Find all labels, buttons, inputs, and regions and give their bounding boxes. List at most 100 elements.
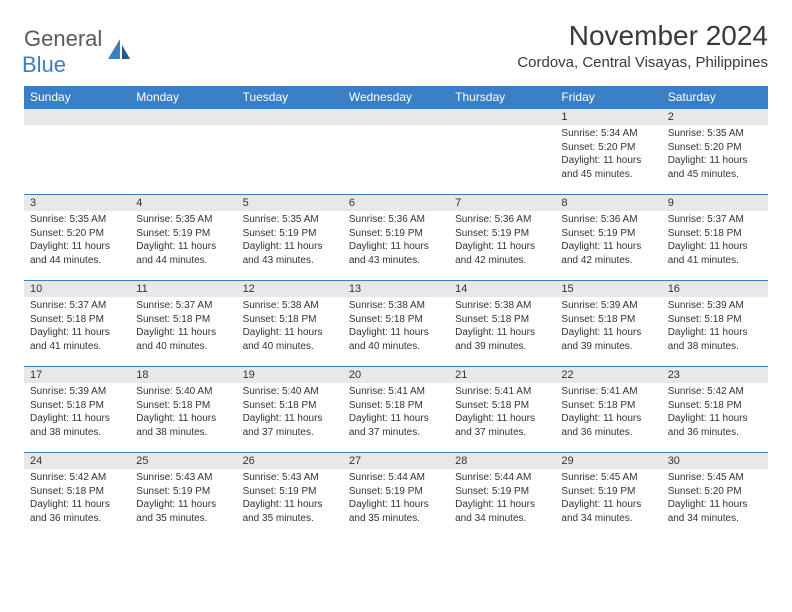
sunset-text: Sunset: 5:18 PM xyxy=(136,399,230,413)
daylight-text: Daylight: 11 hours and 40 minutes. xyxy=(349,326,443,353)
calendar-day-cell: 23Sunrise: 5:42 AMSunset: 5:18 PMDayligh… xyxy=(662,367,768,453)
sunset-text: Sunset: 5:19 PM xyxy=(243,485,337,499)
calendar-header-row: SundayMondayTuesdayWednesdayThursdayFrid… xyxy=(24,86,768,109)
daylight-text: Daylight: 11 hours and 35 minutes. xyxy=(136,498,230,525)
sunset-text: Sunset: 5:19 PM xyxy=(561,485,655,499)
day-number: 2 xyxy=(662,109,768,125)
calendar-day-cell: 21Sunrise: 5:41 AMSunset: 5:18 PMDayligh… xyxy=(449,367,555,453)
month-title: November 2024 xyxy=(517,20,768,52)
sunrise-text: Sunrise: 5:44 AM xyxy=(455,471,549,485)
calendar-week-row: 1Sunrise: 5:34 AMSunset: 5:20 PMDaylight… xyxy=(24,109,768,195)
day-info: Sunrise: 5:42 AMSunset: 5:18 PMDaylight:… xyxy=(662,383,768,443)
calendar-day-cell: 14Sunrise: 5:38 AMSunset: 5:18 PMDayligh… xyxy=(449,281,555,367)
sunrise-text: Sunrise: 5:39 AM xyxy=(30,385,124,399)
calendar-day-cell: 11Sunrise: 5:37 AMSunset: 5:18 PMDayligh… xyxy=(130,281,236,367)
sunset-text: Sunset: 5:19 PM xyxy=(349,485,443,499)
day-info: Sunrise: 5:43 AMSunset: 5:19 PMDaylight:… xyxy=(237,469,343,529)
day-number: 30 xyxy=(662,453,768,469)
daylight-text: Daylight: 11 hours and 37 minutes. xyxy=(349,412,443,439)
day-number: 12 xyxy=(237,281,343,297)
day-number: 29 xyxy=(555,453,661,469)
sunset-text: Sunset: 5:18 PM xyxy=(561,313,655,327)
weekday-header: Sunday xyxy=(24,86,130,109)
calendar-day-cell: 1Sunrise: 5:34 AMSunset: 5:20 PMDaylight… xyxy=(555,109,661,195)
sunset-text: Sunset: 5:19 PM xyxy=(455,485,549,499)
day-number: 9 xyxy=(662,195,768,211)
daylight-text: Daylight: 11 hours and 42 minutes. xyxy=(455,240,549,267)
calendar-week-row: 17Sunrise: 5:39 AMSunset: 5:18 PMDayligh… xyxy=(24,367,768,453)
daylight-text: Daylight: 11 hours and 44 minutes. xyxy=(136,240,230,267)
calendar-day-cell xyxy=(130,109,236,195)
calendar-day-cell: 19Sunrise: 5:40 AMSunset: 5:18 PMDayligh… xyxy=(237,367,343,453)
weekday-header: Wednesday xyxy=(343,86,449,109)
day-number: 22 xyxy=(555,367,661,383)
sunset-text: Sunset: 5:18 PM xyxy=(349,399,443,413)
day-info: Sunrise: 5:42 AMSunset: 5:18 PMDaylight:… xyxy=(24,469,130,529)
calendar-page: General Blue November 2024 Cordova, Cent… xyxy=(0,0,792,549)
day-number: 24 xyxy=(24,453,130,469)
day-info: Sunrise: 5:38 AMSunset: 5:18 PMDaylight:… xyxy=(343,297,449,357)
daylight-text: Daylight: 11 hours and 44 minutes. xyxy=(30,240,124,267)
day-info: Sunrise: 5:34 AMSunset: 5:20 PMDaylight:… xyxy=(555,125,661,185)
sunset-text: Sunset: 5:18 PM xyxy=(243,313,337,327)
sunrise-text: Sunrise: 5:36 AM xyxy=(349,213,443,227)
calendar-day-cell: 10Sunrise: 5:37 AMSunset: 5:18 PMDayligh… xyxy=(24,281,130,367)
sunset-text: Sunset: 5:18 PM xyxy=(136,313,230,327)
day-number: 14 xyxy=(449,281,555,297)
calendar-day-cell: 9Sunrise: 5:37 AMSunset: 5:18 PMDaylight… xyxy=(662,195,768,281)
sunrise-text: Sunrise: 5:35 AM xyxy=(30,213,124,227)
day-info: Sunrise: 5:45 AMSunset: 5:19 PMDaylight:… xyxy=(555,469,661,529)
calendar-day-cell: 26Sunrise: 5:43 AMSunset: 5:19 PMDayligh… xyxy=(237,453,343,539)
daylight-text: Daylight: 11 hours and 43 minutes. xyxy=(349,240,443,267)
sunrise-text: Sunrise: 5:37 AM xyxy=(136,299,230,313)
calendar-day-cell: 30Sunrise: 5:45 AMSunset: 5:20 PMDayligh… xyxy=(662,453,768,539)
day-number-empty xyxy=(237,109,343,125)
sunset-text: Sunset: 5:18 PM xyxy=(668,227,762,241)
day-number: 6 xyxy=(343,195,449,211)
sunrise-text: Sunrise: 5:39 AM xyxy=(668,299,762,313)
logo-sail-icon xyxy=(106,37,132,68)
sunset-text: Sunset: 5:19 PM xyxy=(243,227,337,241)
daylight-text: Daylight: 11 hours and 41 minutes. xyxy=(30,326,124,353)
day-number: 15 xyxy=(555,281,661,297)
sunrise-text: Sunrise: 5:45 AM xyxy=(668,471,762,485)
calendar-day-cell: 22Sunrise: 5:41 AMSunset: 5:18 PMDayligh… xyxy=(555,367,661,453)
calendar-day-cell: 16Sunrise: 5:39 AMSunset: 5:18 PMDayligh… xyxy=(662,281,768,367)
calendar-table: SundayMondayTuesdayWednesdayThursdayFrid… xyxy=(24,86,768,539)
day-info: Sunrise: 5:41 AMSunset: 5:18 PMDaylight:… xyxy=(343,383,449,443)
day-info: Sunrise: 5:38 AMSunset: 5:18 PMDaylight:… xyxy=(449,297,555,357)
sunset-text: Sunset: 5:20 PM xyxy=(668,485,762,499)
weekday-header: Tuesday xyxy=(237,86,343,109)
calendar-day-cell: 13Sunrise: 5:38 AMSunset: 5:18 PMDayligh… xyxy=(343,281,449,367)
day-number: 18 xyxy=(130,367,236,383)
calendar-day-cell: 17Sunrise: 5:39 AMSunset: 5:18 PMDayligh… xyxy=(24,367,130,453)
day-number: 28 xyxy=(449,453,555,469)
day-number: 4 xyxy=(130,195,236,211)
calendar-body: 1Sunrise: 5:34 AMSunset: 5:20 PMDaylight… xyxy=(24,109,768,539)
logo: General Blue xyxy=(24,26,132,78)
sunrise-text: Sunrise: 5:45 AM xyxy=(561,471,655,485)
logo-text-block: General Blue xyxy=(24,26,102,78)
calendar-day-cell: 6Sunrise: 5:36 AMSunset: 5:19 PMDaylight… xyxy=(343,195,449,281)
sunrise-text: Sunrise: 5:43 AM xyxy=(136,471,230,485)
sunrise-text: Sunrise: 5:35 AM xyxy=(136,213,230,227)
calendar-day-cell: 2Sunrise: 5:35 AMSunset: 5:20 PMDaylight… xyxy=(662,109,768,195)
sunrise-text: Sunrise: 5:38 AM xyxy=(455,299,549,313)
sunset-text: Sunset: 5:18 PM xyxy=(243,399,337,413)
sunset-text: Sunset: 5:19 PM xyxy=(455,227,549,241)
daylight-text: Daylight: 11 hours and 39 minutes. xyxy=(561,326,655,353)
day-info: Sunrise: 5:35 AMSunset: 5:20 PMDaylight:… xyxy=(662,125,768,185)
sunrise-text: Sunrise: 5:37 AM xyxy=(30,299,124,313)
sunrise-text: Sunrise: 5:40 AM xyxy=(243,385,337,399)
calendar-day-cell xyxy=(449,109,555,195)
sunrise-text: Sunrise: 5:35 AM xyxy=(243,213,337,227)
calendar-week-row: 3Sunrise: 5:35 AMSunset: 5:20 PMDaylight… xyxy=(24,195,768,281)
day-info: Sunrise: 5:36 AMSunset: 5:19 PMDaylight:… xyxy=(343,211,449,271)
calendar-day-cell: 7Sunrise: 5:36 AMSunset: 5:19 PMDaylight… xyxy=(449,195,555,281)
day-number: 8 xyxy=(555,195,661,211)
calendar-day-cell: 3Sunrise: 5:35 AMSunset: 5:20 PMDaylight… xyxy=(24,195,130,281)
sunset-text: Sunset: 5:18 PM xyxy=(30,485,124,499)
calendar-day-cell xyxy=(343,109,449,195)
daylight-text: Daylight: 11 hours and 37 minutes. xyxy=(243,412,337,439)
daylight-text: Daylight: 11 hours and 43 minutes. xyxy=(243,240,337,267)
